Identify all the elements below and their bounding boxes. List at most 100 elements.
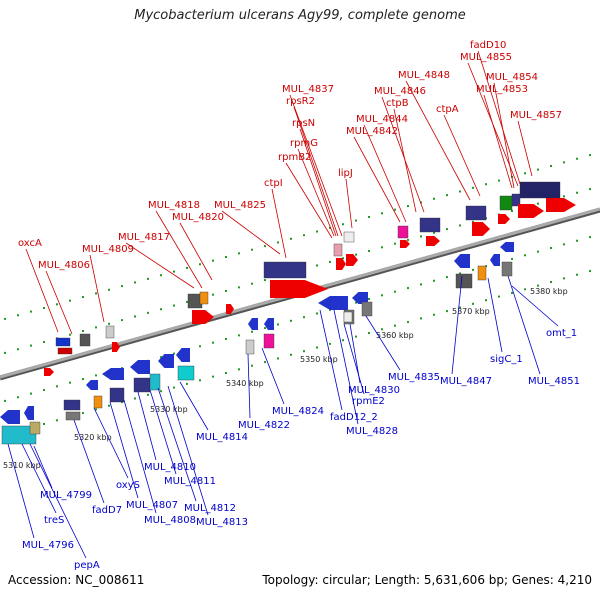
tick-dot	[134, 315, 136, 318]
forward-gene-label: MUL_4854	[486, 72, 538, 83]
forward-gene	[511, 193, 521, 207]
reverse-gene	[0, 410, 20, 424]
tick-dot	[459, 272, 461, 275]
leader-line	[125, 242, 195, 289]
tick-dot	[524, 172, 526, 175]
tick-dot	[589, 236, 591, 239]
reverse-gene	[501, 261, 513, 277]
reverse-gene-label: MUL_4824	[272, 406, 324, 417]
leader-line	[285, 162, 333, 239]
tick-dot	[43, 340, 45, 343]
leader-line	[89, 254, 105, 323]
scale-tick-label: 5340 kbp	[226, 379, 264, 388]
forward-gene-label: MUL_4837	[282, 84, 334, 95]
reverse-gene-label: MUL_4799	[40, 490, 92, 501]
tick-dot	[264, 279, 266, 282]
tick-dot	[472, 186, 474, 189]
tick-dot	[225, 290, 227, 292]
tick-dot	[147, 311, 149, 314]
tick-dot	[511, 291, 513, 294]
tick-dot	[316, 312, 318, 315]
leader-line	[289, 94, 343, 237]
reverse-gene	[158, 354, 174, 368]
forward-gene	[499, 195, 513, 211]
tick-dot	[329, 226, 331, 229]
leader-line	[381, 96, 425, 213]
tick-dot	[537, 202, 539, 205]
tick-dot	[433, 279, 435, 282]
tick-dot	[238, 368, 240, 371]
tick-dot	[433, 197, 435, 200]
tick-dot	[446, 228, 448, 231]
leader-line	[349, 323, 361, 384]
tick-dot	[121, 319, 123, 322]
tick-dot	[524, 254, 526, 257]
tick-dot	[407, 205, 409, 208]
tick-dot	[160, 274, 162, 277]
tick-dot	[550, 247, 552, 249]
reverse-gene-label: MUL_4835	[388, 372, 440, 383]
forward-gene	[44, 368, 54, 376]
tick-dot	[394, 290, 396, 293]
forward-gene-label: rpsN	[292, 118, 315, 129]
forward-gene-label: MUL_4817	[118, 232, 170, 243]
tick-dot	[381, 212, 383, 215]
tick-dot	[303, 316, 305, 319]
leader-line	[333, 309, 359, 425]
forward-gene	[112, 342, 120, 352]
leader-line	[271, 188, 287, 259]
tick-dot	[498, 295, 500, 298]
tick-dot	[82, 296, 84, 299]
tick-dot	[329, 260, 331, 263]
tick-dot	[264, 361, 266, 364]
tick-dot	[576, 239, 578, 242]
forward-gene	[226, 304, 234, 314]
reverse-gene	[454, 254, 470, 268]
forward-gene-label: MUL_4846	[374, 86, 426, 97]
reverse-gene	[177, 365, 195, 381]
tick-dot	[225, 256, 227, 258]
reverse-gene-label: MUL_4830	[348, 385, 400, 396]
leader-line	[293, 106, 339, 237]
tick-dot	[173, 386, 175, 389]
tick-dot	[56, 303, 58, 306]
tick-dot	[56, 419, 58, 422]
reverse-gene-label: omt_1	[546, 328, 577, 339]
tick-dot	[563, 195, 565, 198]
tick-dot	[173, 304, 175, 307]
tick-dot	[212, 341, 214, 344]
tick-dot	[277, 323, 279, 326]
tick-dot	[537, 250, 539, 253]
leader-line	[123, 399, 157, 514]
tick-dot	[199, 263, 201, 266]
reverse-gene	[248, 318, 258, 330]
forward-gene	[400, 240, 410, 248]
reverse-gene-label: treS	[44, 515, 64, 526]
tick-dot	[95, 292, 97, 295]
forward-gene-label: MUL_4848	[398, 70, 450, 81]
leader-line	[487, 277, 503, 353]
reverse-gene	[455, 273, 473, 289]
leader-line	[507, 275, 541, 375]
forward-gene-label: MUL_4853	[476, 84, 528, 95]
tick-dot	[4, 399, 6, 402]
tick-dot	[251, 364, 253, 367]
leader-line	[353, 136, 401, 223]
forward-gene	[343, 231, 355, 243]
tick-dot	[342, 223, 344, 226]
forward-gene	[199, 291, 209, 305]
forward-gene	[397, 225, 409, 239]
reverse-gene	[500, 242, 514, 252]
leader-line	[155, 210, 203, 289]
forward-gene	[546, 198, 576, 212]
reverse-gene-label: oxyS	[116, 480, 140, 491]
tick-dot	[368, 297, 370, 300]
forward-gene-label: MUL_4844	[356, 114, 408, 125]
tick-dot	[160, 308, 162, 311]
tick-dot	[485, 183, 487, 186]
reverse-gene	[352, 292, 368, 304]
tick-dot	[394, 208, 396, 211]
leader-line	[179, 381, 209, 431]
tick-dot	[563, 243, 565, 246]
forward-gene-label: fadD10	[470, 40, 506, 51]
